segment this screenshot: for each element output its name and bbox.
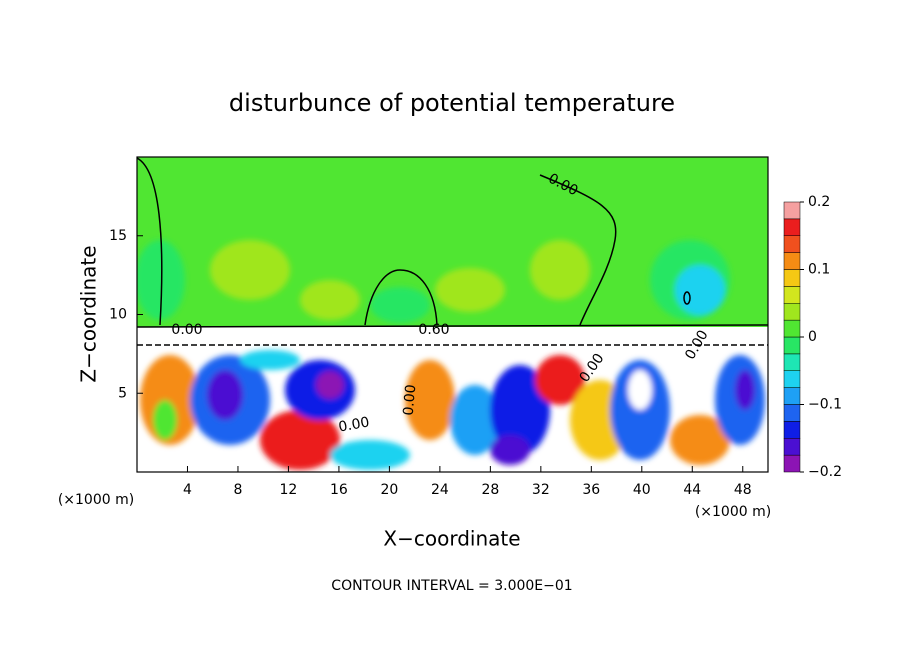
x-tick-label: 44 xyxy=(683,482,701,498)
colorbar-segment xyxy=(783,454,801,473)
y-tick-label: 10 xyxy=(109,307,127,323)
x-tick-label: 40 xyxy=(633,482,651,498)
colorbar-segment xyxy=(783,235,801,253)
contour-label: 0.00 xyxy=(401,384,420,416)
x-tick-label: 16 xyxy=(330,482,348,498)
x-tick-label: 8 xyxy=(233,482,242,498)
colorbar-segment xyxy=(783,336,801,355)
chart-title: disturbunce of potential temperature xyxy=(229,89,675,117)
colorbar-segment xyxy=(783,421,801,439)
x-tick-label: 4 xyxy=(183,482,192,498)
x-tick-label: 36 xyxy=(582,482,600,498)
x-tick-label: 12 xyxy=(280,482,298,498)
colorbar-segment xyxy=(783,218,801,236)
colorbar-tick-label: −0.1 xyxy=(808,397,842,413)
colorbar-segment xyxy=(783,286,801,304)
y-tick-label: 15 xyxy=(109,228,127,244)
contour-label: 0.00 xyxy=(337,414,370,435)
footer-note: CONTOUR INTERVAL = 3.000E−01 xyxy=(331,578,572,594)
x-unit-label: (×1000 m) xyxy=(58,492,134,508)
colorbar-segment xyxy=(783,303,801,321)
colorbar-tick-label: −0.2 xyxy=(808,464,842,480)
contour-label: 0.00 xyxy=(171,322,202,338)
x-tick-label: 28 xyxy=(481,482,499,498)
x-tick-label: 24 xyxy=(431,482,449,498)
colorbar-segment xyxy=(783,201,801,220)
colorbar-segment xyxy=(783,252,801,270)
colorbar-segment xyxy=(783,319,801,338)
x-tick-label: 48 xyxy=(734,482,752,498)
x-tick-label: 32 xyxy=(532,482,550,498)
colorbar-segment xyxy=(783,438,801,456)
x-axis-label: X−coordinate xyxy=(383,527,520,551)
colorbar-tick-label: 0 xyxy=(808,329,817,345)
field xyxy=(137,157,768,472)
colorbar-tick-label: 0.1 xyxy=(808,262,830,278)
x-tick-label: 20 xyxy=(380,482,398,498)
colorbar-tick-label: 0.2 xyxy=(808,194,830,210)
colorbar-segment xyxy=(783,404,801,422)
y-tick-label: 5 xyxy=(118,385,127,401)
colorbar-segment xyxy=(783,353,801,371)
colorbar-segment xyxy=(783,370,801,388)
contour-label: 0.60 xyxy=(418,322,449,338)
x-unit-label: (×1000 m) xyxy=(695,504,771,520)
y-axis-label: Z−coordinate xyxy=(77,245,101,382)
colorbar-segment xyxy=(783,269,801,287)
colorbar-segment xyxy=(783,387,801,405)
